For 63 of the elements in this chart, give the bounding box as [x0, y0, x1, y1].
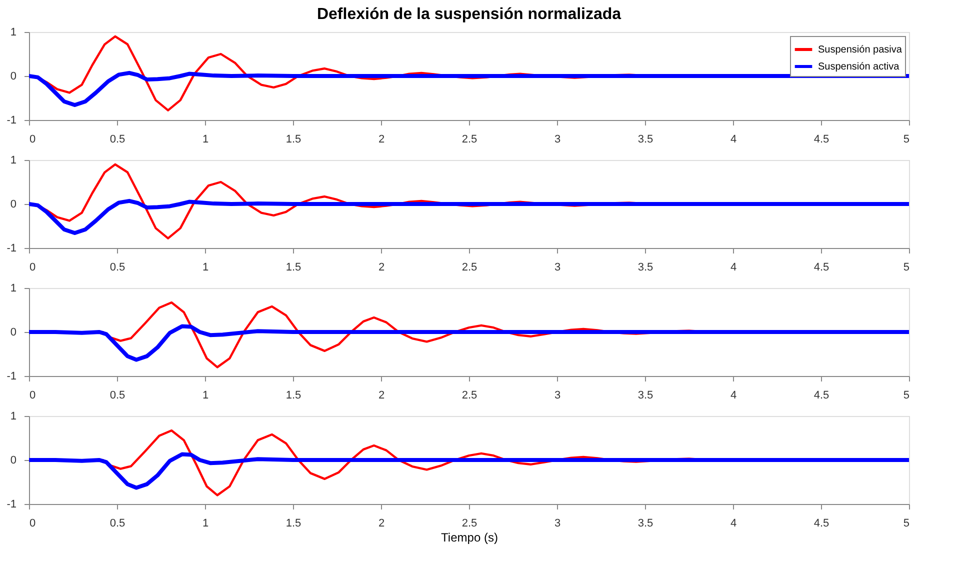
y-tick-label: 0 [10, 454, 16, 466]
x-tick-label: 1.5 [286, 390, 302, 402]
line-series [29, 324, 909, 362]
x-tick-label: 3 [554, 518, 561, 530]
x-tick-label: 4 [730, 390, 737, 402]
x-tick-label: 5 [903, 518, 910, 530]
x-tick-label: 0 [30, 262, 36, 274]
x-tick-label: 2 [378, 262, 385, 274]
x-tick-label: 2.5 [462, 262, 478, 274]
x-tick-label: 5 [903, 262, 910, 274]
x-tick-label: 1 [202, 134, 209, 146]
x-tick-label: 4.5 [814, 390, 830, 402]
y-tick-label: 1 [10, 154, 16, 166]
x-tick-label: 4.5 [814, 134, 830, 146]
y-tick-label: -1 [6, 242, 16, 254]
y-tick-label: 0 [10, 326, 16, 338]
x-tick-label: 1.5 [286, 134, 302, 146]
x-tick-label: 0.5 [110, 134, 126, 146]
x-tick-label: 3.5 [638, 390, 654, 402]
x-tick-label: 3.5 [638, 262, 654, 274]
y-tick-label: 1 [10, 410, 16, 422]
x-axis-title: Tiempo (s) [441, 530, 498, 544]
x-tick-label: 1 [202, 390, 209, 402]
x-tick-label: 4.5 [814, 262, 830, 274]
x-tick-label: 2 [378, 134, 385, 146]
x-tick-label: 5 [903, 134, 910, 146]
x-tick-label: 0 [30, 518, 36, 530]
x-tick-label: 2 [378, 390, 385, 402]
x-tick-label: 0 [30, 390, 36, 402]
y-tick-label: 0 [10, 70, 16, 82]
line-series [29, 452, 909, 490]
x-tick-label: 0.5 [110, 262, 126, 274]
x-tick-label: 2 [378, 518, 385, 530]
legend-label: Suspensión pasiva [818, 44, 902, 56]
x-tick-label: 1.5 [286, 262, 302, 274]
x-tick-label: 3 [554, 262, 561, 274]
x-tick-label: 0.5 [110, 518, 126, 530]
x-tick-label: 1.5 [286, 518, 302, 530]
y-tick-label: 1 [10, 26, 16, 38]
x-tick-label: 2.5 [462, 518, 478, 530]
x-tick-label: 3 [554, 134, 561, 146]
x-tick-label: 5 [903, 390, 910, 402]
x-tick-label: 0 [30, 134, 36, 146]
chart-title: Deflexión de la suspensión normalizada [316, 6, 622, 23]
y-tick-label: 0 [10, 198, 16, 210]
x-tick-label: 3 [554, 390, 561, 402]
x-tick-label: 4.5 [814, 518, 830, 530]
x-tick-label: 4 [730, 134, 737, 146]
y-tick-label: -1 [6, 498, 16, 510]
x-tick-label: 4 [730, 262, 737, 274]
line-series [29, 198, 909, 236]
legend-label: Suspensión activa [818, 62, 900, 72]
x-tick-label: 0.5 [110, 390, 126, 402]
x-tick-label: 1 [202, 262, 209, 274]
x-tick-label: 2.5 [462, 134, 478, 146]
y-tick-label: -1 [6, 114, 16, 126]
x-tick-label: 4 [730, 518, 737, 530]
y-tick-label: 1 [10, 282, 16, 294]
y-tick-label: -1 [6, 370, 16, 382]
x-tick-label: 2.5 [462, 390, 478, 402]
x-tick-label: 3.5 [638, 518, 654, 530]
x-tick-label: 1 [202, 518, 209, 530]
x-tick-label: 3.5 [638, 134, 654, 146]
